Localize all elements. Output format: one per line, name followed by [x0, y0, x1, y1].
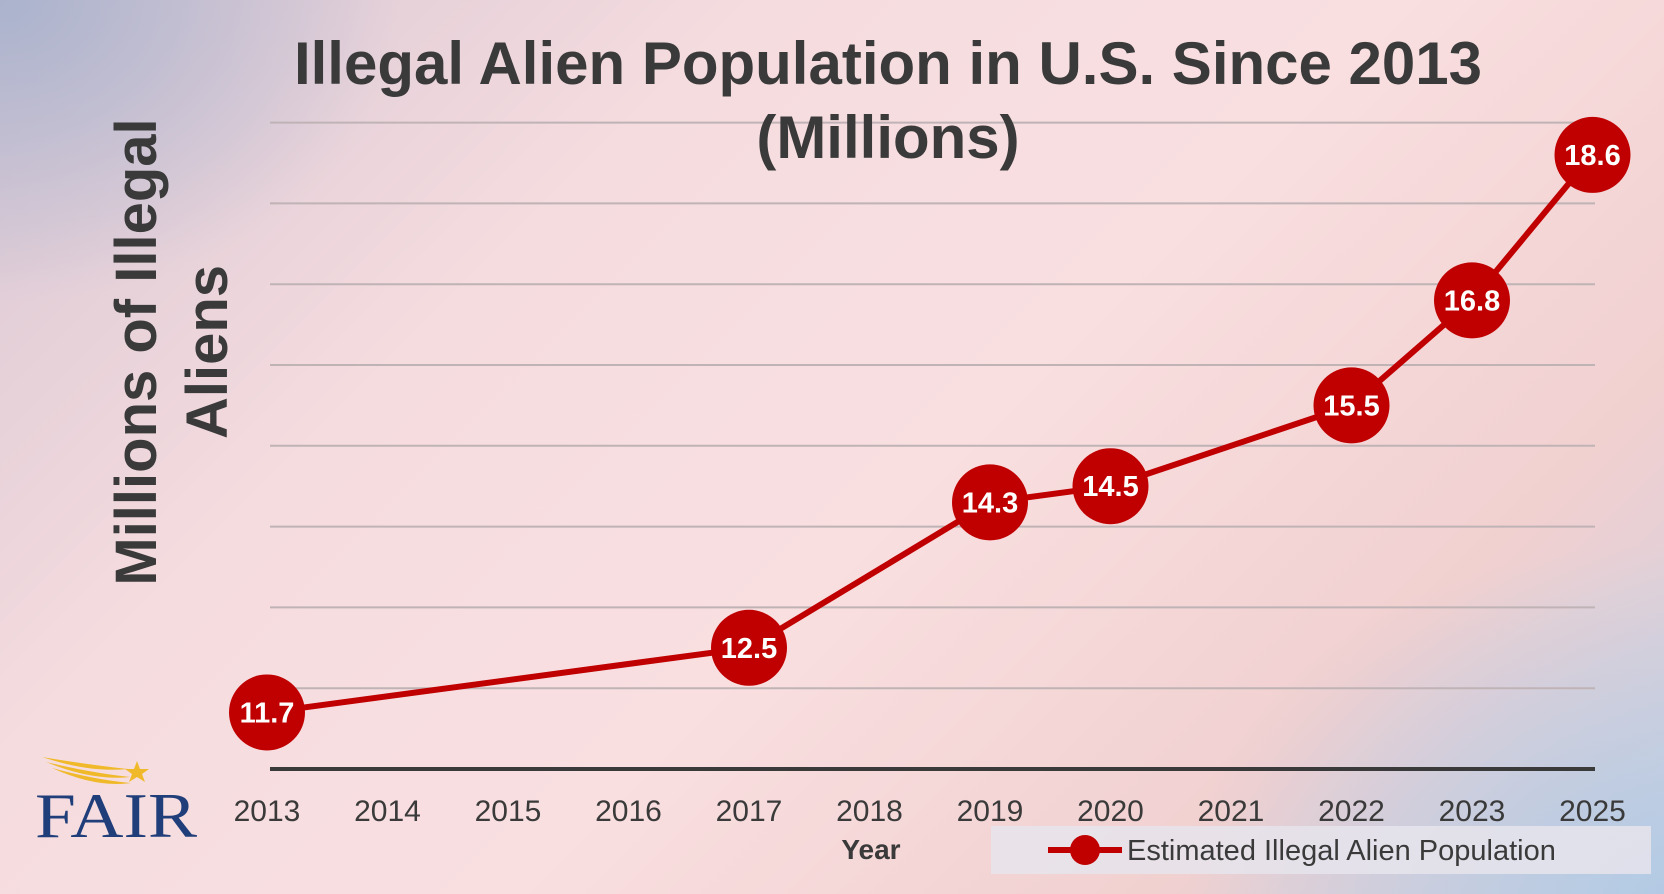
- x-tick-label: 2018: [836, 795, 903, 828]
- data-label: 16.8: [1444, 285, 1500, 317]
- data-point-marker: [1072, 448, 1149, 525]
- fair-logo: FAIR: [35, 757, 197, 851]
- x-tick-label: 2015: [475, 795, 542, 828]
- data-label: 18.6: [1564, 140, 1620, 172]
- chart-title-line-1: Illegal Alien Population in U.S. Since 2…: [294, 30, 1482, 97]
- data-label: 11.7: [240, 697, 295, 729]
- legend: Estimated Illegal Alien Population: [991, 826, 1651, 874]
- y-axis-label-line-1: Millions of Illegal: [104, 118, 169, 585]
- logo-wordmark: FAIR: [35, 780, 197, 851]
- data-point-marker: [1554, 116, 1631, 193]
- x-tick-label: 2025: [1559, 795, 1626, 828]
- gridlines: [270, 121, 1595, 690]
- chart-title: Illegal Alien Population in U.S. Since 2…: [294, 30, 1482, 171]
- x-tick-label: 2021: [1198, 795, 1265, 828]
- data-point-marker: [711, 609, 787, 686]
- x-tick-label: 2016: [595, 795, 662, 828]
- x-tick-label: 2022: [1318, 795, 1385, 828]
- y-axis-label: Millions of Illegal Aliens: [104, 118, 240, 585]
- data-point-marker: [952, 464, 1028, 541]
- x-tick-label: 2014: [354, 795, 421, 828]
- series-line: [264, 151, 1596, 716]
- data-label: 14.5: [1082, 471, 1138, 503]
- data-point-marker: [1313, 367, 1390, 444]
- x-tick-label: 2017: [716, 795, 783, 828]
- y-axis-label-line-2: Aliens: [175, 265, 240, 439]
- x-tick-labels: 2013 2014 2015 2016 2017 2018 2019 2020 2021 2022…: [234, 795, 1626, 828]
- x-tick-label: 2013: [234, 795, 301, 828]
- x-tick-label: 2023: [1439, 795, 1506, 828]
- star-swoosh-icon: [42, 757, 149, 784]
- data-label: 12.5: [721, 633, 777, 665]
- x-tick-label: 2020: [1077, 795, 1144, 828]
- legend-marker-swatch: [1070, 835, 1100, 865]
- data-label: 14.3: [962, 487, 1018, 519]
- chart-title-line-2: (Millions): [756, 104, 1019, 171]
- data-point-marker: [229, 674, 305, 751]
- series-estimated-population: 11.7 12.5 14.3 14.5 15.5 16.8 18.6: [229, 116, 1631, 751]
- x-tick-label: 2019: [957, 795, 1024, 828]
- legend-label: Estimated Illegal Alien Population: [1127, 835, 1556, 867]
- data-point-marker: [1434, 262, 1510, 339]
- x-axis-label: Year: [841, 834, 900, 865]
- data-label: 15.5: [1323, 390, 1379, 422]
